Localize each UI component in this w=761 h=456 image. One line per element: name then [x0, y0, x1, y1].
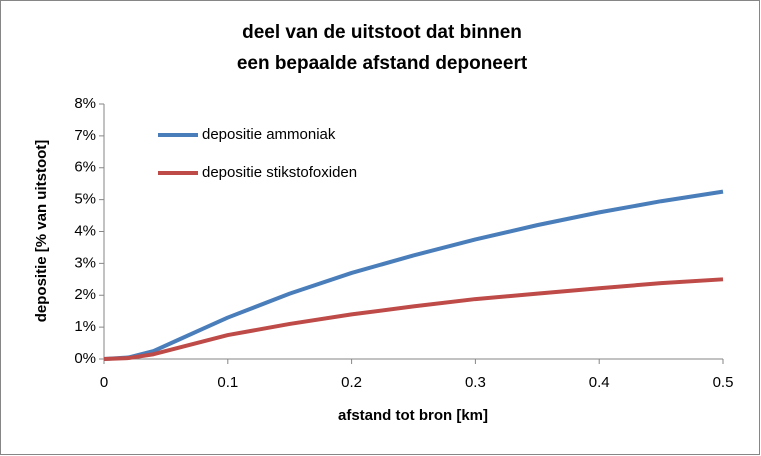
- y-tick-label: 7%: [74, 127, 96, 144]
- y-tick-label: 0%: [74, 350, 96, 367]
- y-tick-label: 8%: [74, 95, 96, 112]
- x-tick-label: 0: [100, 374, 108, 391]
- y-tick-label: 6%: [74, 159, 96, 176]
- x-tick-label: 0.1: [217, 374, 238, 391]
- legend-label: depositie ammoniak: [202, 126, 336, 143]
- x-tick-label: 0.4: [589, 374, 610, 391]
- series-line: [103, 189, 724, 361]
- y-tick-label: 1%: [74, 318, 96, 335]
- x-tick-label: 0.3: [465, 374, 486, 391]
- x-tick-label: 0.5: [713, 374, 734, 391]
- y-tick-label: 3%: [74, 254, 96, 271]
- chart-title-line: deel van de uitstoot dat binnen: [242, 22, 522, 43]
- legend-label: depositie stikstofoxiden: [202, 164, 357, 181]
- y-tick-label: 4%: [74, 222, 96, 239]
- y-tick-label: 5%: [74, 191, 96, 208]
- x-tick-label: 0.2: [341, 374, 362, 391]
- chart-title-line: een bepaalde afstand deponeert: [237, 53, 528, 74]
- y-axis-label: depositie [% van uitstoot]: [33, 140, 50, 323]
- x-axis-label: afstand tot bron [km]: [338, 407, 488, 424]
- series-line: [103, 277, 724, 361]
- y-tick-label: 2%: [74, 286, 96, 303]
